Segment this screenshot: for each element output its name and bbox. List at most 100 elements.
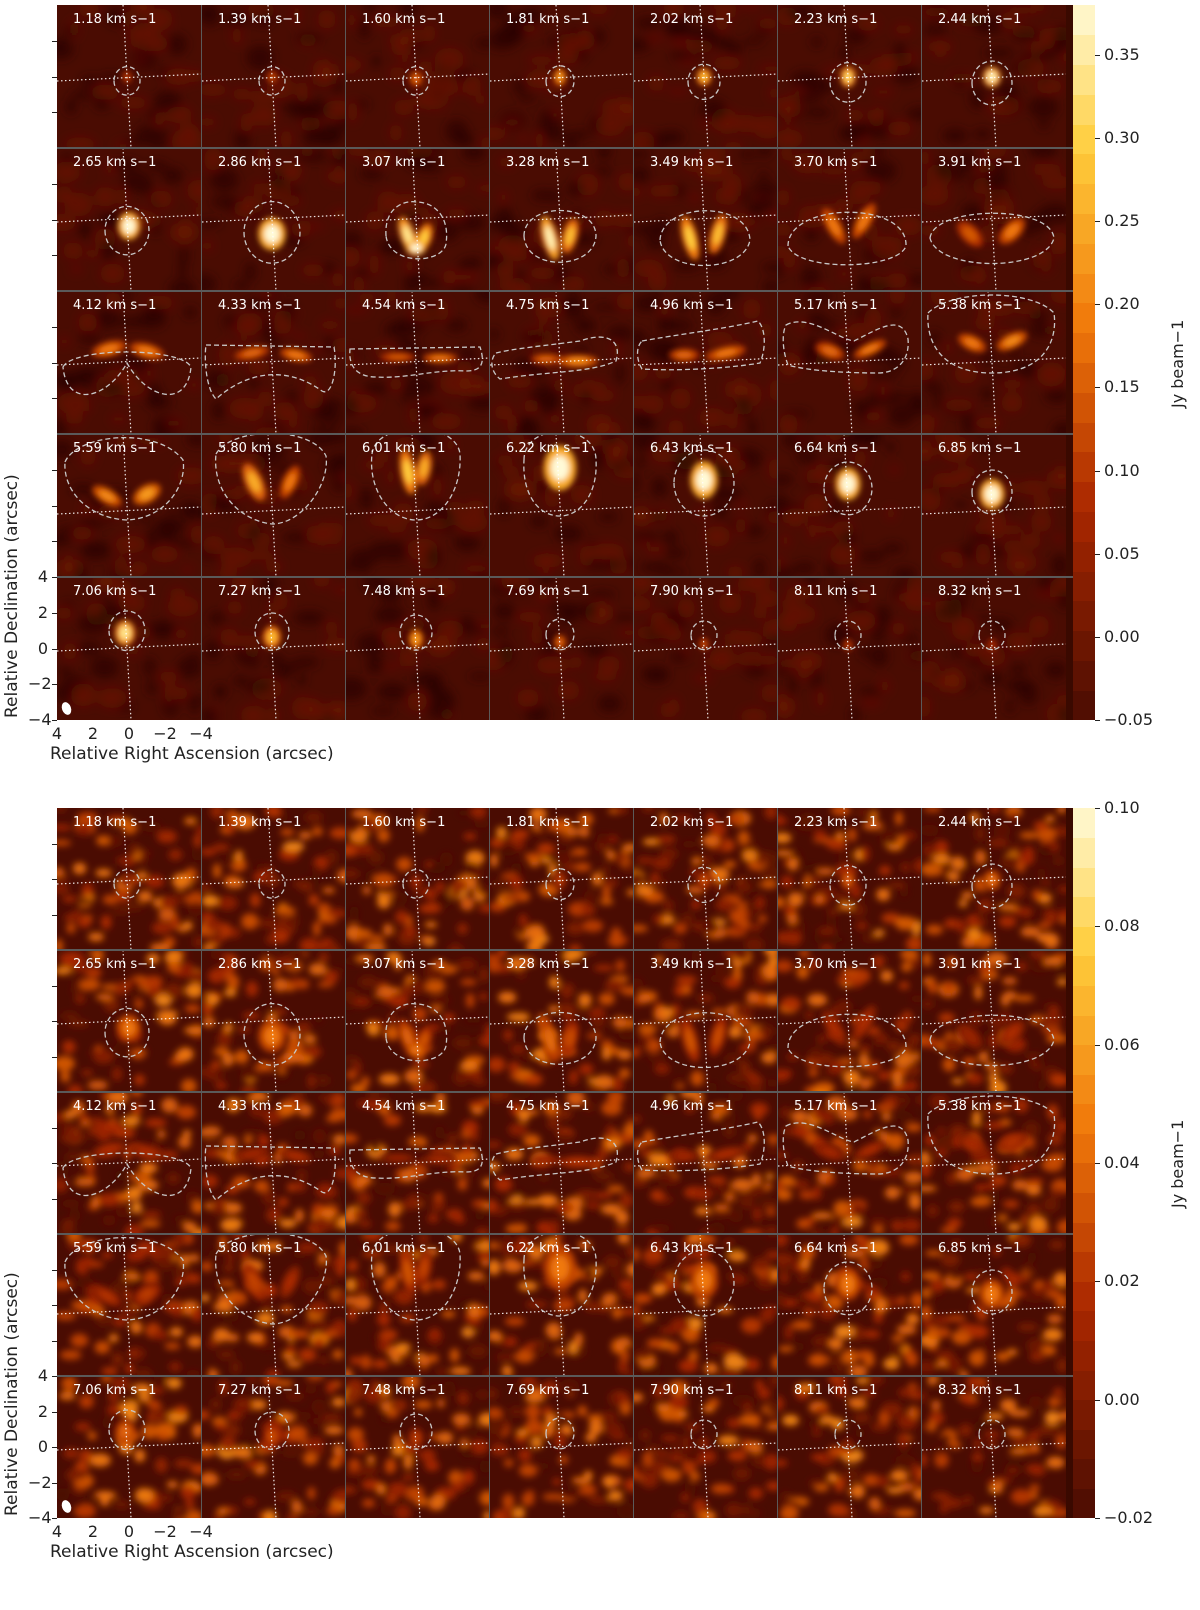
noise-speckle — [922, 1423, 929, 1431]
keplerian-mask-contour — [243, 201, 301, 264]
noise-speckle — [856, 17, 880, 31]
y-axis-tick — [52, 1447, 57, 1448]
noise-speckle — [224, 877, 245, 889]
emission-peak — [247, 471, 261, 493]
noise-speckle — [546, 1117, 560, 1130]
noise-speckle — [220, 547, 253, 568]
noise-speckle — [914, 1407, 922, 1414]
emission-peak — [860, 1144, 880, 1156]
noise-speckle — [383, 923, 393, 937]
noise-speckle — [634, 1047, 641, 1057]
colorbar-tick — [1095, 1399, 1100, 1401]
noise-speckle — [169, 1327, 183, 1337]
colorbar-tick-label: 0.10 — [1104, 460, 1140, 480]
noise-speckle — [784, 905, 796, 916]
noise-speckle — [286, 1360, 302, 1368]
noise-speckle — [922, 1162, 932, 1178]
noise-speckle — [172, 872, 191, 889]
noise-speckle — [654, 878, 667, 888]
noise-speckle — [604, 979, 625, 992]
noise-speckle — [122, 820, 138, 835]
noise-speckle — [1045, 1014, 1063, 1026]
noise-speckle — [860, 934, 883, 942]
disk-major-axis — [346, 214, 490, 223]
noise-speckle — [388, 34, 417, 46]
noise-speckle — [581, 903, 596, 917]
noise-speckle — [448, 273, 480, 281]
noise-speckle — [98, 381, 125, 395]
noise-speckle — [202, 535, 225, 555]
noise-speckle — [292, 1252, 306, 1259]
colorbar-step — [1073, 243, 1095, 274]
colorbar-tick — [1095, 470, 1100, 472]
noise-speckle — [71, 897, 93, 906]
noise-speckle — [425, 676, 443, 699]
noise-speckle — [326, 1506, 342, 1516]
velocity-label: 6.43 km s−1 — [650, 1241, 734, 1256]
noise-speckle — [102, 894, 120, 905]
noise-speckle — [311, 1418, 325, 1425]
noise-speckle — [815, 894, 824, 905]
colorbar-tick — [1095, 221, 1100, 223]
noise-speckle — [946, 1171, 957, 1185]
noise-speckle — [972, 1110, 981, 1126]
colorbar-step — [1073, 1429, 1095, 1460]
keplerian-mask-contour — [927, 1095, 1056, 1175]
noise-speckle — [456, 512, 488, 533]
noise-speckle — [173, 1264, 192, 1279]
noise-speckle — [295, 1022, 312, 1034]
noise-speckle — [63, 1448, 80, 1459]
noise-speckle — [583, 890, 597, 904]
noise-speckle — [844, 1086, 861, 1092]
disk-major-axis — [778, 1306, 922, 1315]
noise-speckle — [88, 1261, 105, 1268]
noise-speckle — [93, 577, 114, 589]
noise-speckle — [280, 1305, 293, 1313]
noise-speckle — [765, 1404, 778, 1413]
noise-speckle — [766, 1226, 778, 1234]
noise-speckle — [634, 1392, 644, 1403]
colorbar-step — [1073, 94, 1095, 125]
noise-speckle — [849, 180, 872, 205]
noise-speckle — [240, 1248, 250, 1261]
noise-speckle — [834, 1324, 855, 1339]
velocity-label: 8.32 km s−1 — [938, 584, 1022, 599]
noise-speckle — [468, 1344, 488, 1358]
noise-speckle — [626, 1116, 634, 1124]
disk-major-axis — [202, 214, 346, 223]
y-axis-minor-tick — [52, 843, 57, 845]
noise-speckle — [220, 1218, 242, 1232]
noise-speckle — [130, 982, 140, 998]
noise-speckle — [616, 1502, 634, 1518]
y-axis-minor-tick — [52, 1163, 57, 1164]
noise-speckle — [501, 894, 522, 902]
noise-speckle — [473, 1243, 490, 1251]
channel-image — [778, 148, 922, 291]
noise-speckle — [778, 850, 794, 857]
channel-panel: 6.43 km s−1 — [634, 1234, 778, 1376]
noise-speckle — [320, 262, 337, 275]
noise-speckle — [70, 683, 96, 707]
noise-speckle — [971, 1457, 984, 1473]
noise-speckle — [759, 148, 772, 159]
noise-speckle — [57, 38, 74, 60]
noise-speckle — [1037, 867, 1046, 879]
noise-speckle — [815, 1406, 830, 1414]
noise-speckle — [75, 823, 92, 836]
noise-speckle — [101, 1367, 118, 1376]
noise-speckle — [894, 1509, 916, 1518]
noise-speckle — [424, 546, 442, 568]
noise-speckle — [333, 1255, 346, 1268]
noise-speckle — [689, 1471, 700, 1482]
keplerian-mask-contour — [687, 866, 721, 904]
noise-speckle — [137, 890, 153, 903]
noise-speckle — [259, 957, 274, 972]
noise-speckle — [66, 1234, 82, 1242]
noise-speckle — [134, 998, 144, 1010]
noise-speckle — [152, 1330, 169, 1340]
noise-speckle — [1053, 1120, 1066, 1134]
noise-speckle — [671, 815, 693, 823]
noise-speckle — [912, 1156, 922, 1164]
noise-speckle — [950, 472, 971, 484]
noise-speckle — [509, 1073, 531, 1080]
